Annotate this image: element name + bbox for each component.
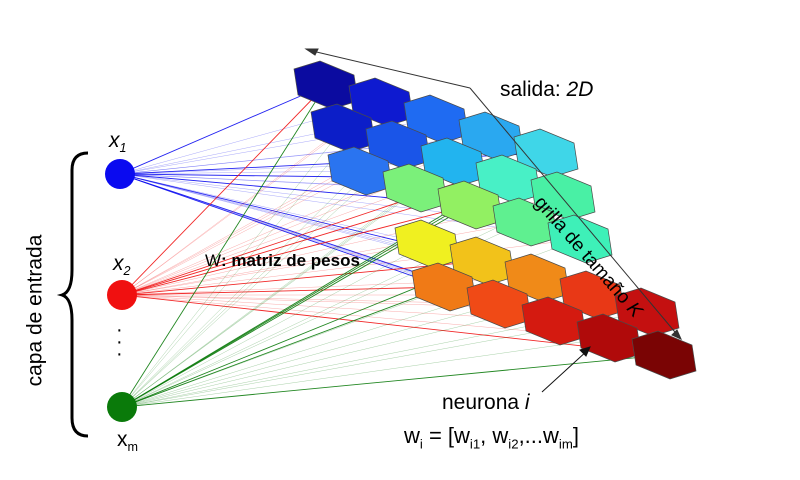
input-xm-label: xm <box>117 428 138 455</box>
weight-line <box>121 337 610 408</box>
weight-line <box>121 320 555 408</box>
input-node-xm <box>107 392 137 422</box>
input-node-x1 <box>105 159 135 189</box>
weight-line <box>121 221 526 296</box>
weight-line <box>119 135 492 175</box>
weight-line <box>121 195 564 408</box>
weight-line <box>121 286 445 296</box>
output-neuron-hex <box>394 219 460 269</box>
weight-line <box>121 303 500 408</box>
weight-matrix-label: W: matriz de pesos <box>205 252 360 269</box>
weight-line <box>119 173 428 245</box>
weight-vector-label: wi = [wi1, wi2,...wim] <box>404 423 579 452</box>
input-layer-label: capa de entrada <box>23 226 47 396</box>
weight-line <box>121 260 483 296</box>
output-neuron-hex <box>293 60 359 110</box>
weight-matrix-symbol: W <box>205 251 222 270</box>
weight-line <box>121 178 509 408</box>
output-grid <box>293 60 697 380</box>
output-dimension-arrow <box>304 48 682 340</box>
weight-line <box>121 243 428 296</box>
weight-line <box>119 170 361 175</box>
weight-line <box>119 84 327 175</box>
weight-line <box>121 84 327 408</box>
weight-matrix-text: : matriz de pesos <box>221 251 360 270</box>
weight-line <box>121 243 428 408</box>
weight-line <box>121 354 665 408</box>
input-node-x2 <box>107 280 137 310</box>
output-neuron-hex <box>631 330 697 380</box>
input-brace <box>56 151 89 438</box>
output-label: salida: 2D <box>500 78 594 101</box>
neuron-pointer-arrow <box>541 346 591 393</box>
weight-line <box>121 84 327 296</box>
weight-line <box>119 173 445 288</box>
neuron-label: neurona i <box>442 391 530 414</box>
weight-line <box>121 286 445 408</box>
weight-line <box>121 127 344 408</box>
weight-line <box>119 127 344 175</box>
input-x1-label: x1 <box>109 129 127 156</box>
weight-line <box>121 187 416 408</box>
input-ellipsis: · · · <box>116 319 123 365</box>
input-layer-label-text: capa de entrada <box>23 234 47 387</box>
weight-line <box>121 204 471 296</box>
weight-line <box>121 170 361 296</box>
weight-line <box>121 170 361 408</box>
weight-line <box>121 294 665 356</box>
weight-line <box>121 187 416 296</box>
output-neuron-hex <box>547 214 613 264</box>
input-x2-label: x2 <box>113 252 131 279</box>
weight-line <box>121 127 344 296</box>
